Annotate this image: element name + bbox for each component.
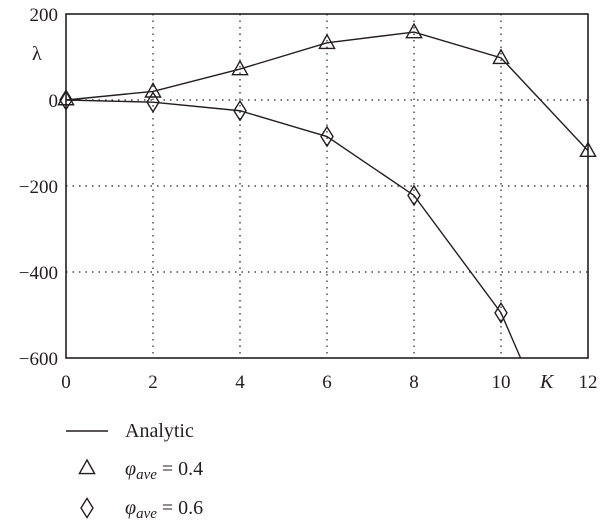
y-tick-label: 0: [49, 91, 59, 112]
legend-value: = 0.4: [157, 458, 203, 480]
plot-frame: [65, 13, 589, 359]
x-tick-label: 0: [61, 372, 71, 393]
triangle-marker: [405, 22, 423, 39]
x-tick-label: 4: [235, 372, 245, 393]
diamond-marker: [146, 91, 160, 114]
triangle-marker: [144, 81, 162, 98]
y-tick-label: 200: [30, 5, 59, 26]
legend-label: φave = 0.6: [125, 497, 203, 522]
triangle-marker: [492, 48, 510, 65]
triangle-marker: [231, 59, 249, 76]
x-axis-label: K: [539, 371, 555, 393]
legend-label: φave = 0.4: [125, 458, 203, 483]
triangle-marker: [57, 89, 75, 106]
diamond-marker: [233, 99, 247, 122]
y-tick-label: −200: [19, 177, 58, 198]
legend-symbol: φ: [125, 458, 136, 480]
grid-lines: [66, 14, 588, 358]
diamond-marker: [59, 89, 73, 111]
legend-subscript: ave: [136, 506, 157, 522]
diamond-marker: [407, 184, 421, 207]
tick-labels: 0 2 4 6 8 10 12 200 0 −200 −400 −600: [19, 5, 598, 393]
legend-value: = 0.6: [157, 497, 203, 519]
y-tick-label: −600: [19, 349, 58, 370]
x-tick-label: 10: [492, 372, 511, 393]
legend-triangle-swatch: [78, 458, 96, 475]
x-tick-label: 6: [322, 372, 332, 393]
y-axis-label: λ: [32, 43, 42, 65]
legend-diamond-swatch: [80, 497, 94, 519]
diamond-marker: [320, 125, 334, 148]
analytic-curve: [66, 31, 588, 152]
data-series: [57, 22, 597, 359]
diamond-marker: [494, 301, 508, 324]
analytic-curve: [66, 99, 522, 359]
legend-subscript: ave: [136, 467, 157, 483]
y-tick-label: −400: [19, 263, 58, 284]
legend-label: Analytic: [125, 420, 194, 442]
x-tick-label: 2: [148, 372, 158, 393]
triangle-marker: [318, 33, 336, 50]
legend-symbol: φ: [125, 497, 136, 519]
triangle-marker: [579, 141, 597, 158]
x-tick-label: 8: [409, 372, 419, 393]
x-tick-label: 12: [579, 372, 598, 393]
